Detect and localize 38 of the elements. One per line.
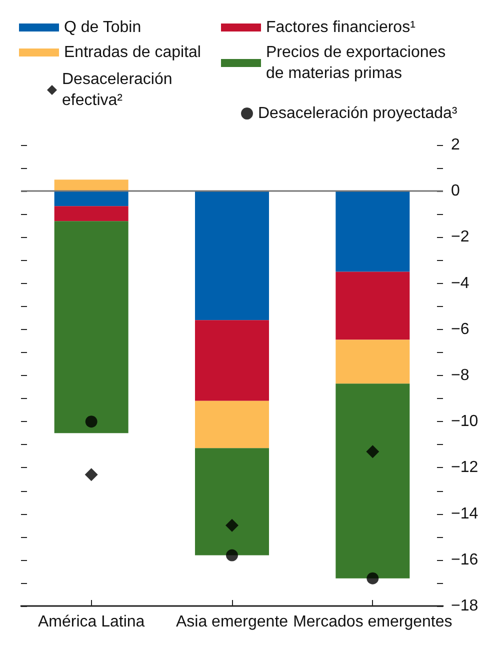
legend-label: Entradas de capital <box>64 44 201 61</box>
y-tick-label: −4 <box>451 274 470 292</box>
y-tick-label: 0 <box>451 182 460 200</box>
bar <box>336 340 410 384</box>
bar <box>54 191 128 206</box>
point <box>85 416 98 428</box>
x-tick-label: Asia emergente <box>176 614 288 630</box>
legend-label: Q de Tobin <box>64 19 142 36</box>
y-tick-label: −2 <box>451 228 470 246</box>
point <box>226 549 238 562</box>
bar <box>54 221 128 434</box>
y-tick-label: −18 <box>451 598 478 614</box>
point <box>226 518 238 532</box>
point <box>366 445 380 458</box>
bar <box>54 206 128 222</box>
y-tick-label: −14 <box>451 505 478 522</box>
bar <box>336 191 410 272</box>
y-tick-label: −6 <box>451 320 470 338</box>
legend-label: Factores financieros¹ <box>266 19 416 36</box>
bar <box>54 180 128 192</box>
bar <box>336 384 410 578</box>
x-tick-label: América Latina <box>38 614 145 630</box>
y-tick-label: −10 <box>451 413 478 430</box>
legend-label: Desaceleración efectiva² <box>62 71 177 109</box>
x-tick-label: Mercados emergentes <box>293 614 452 630</box>
y-tick-label: −12 <box>451 459 478 476</box>
bar <box>336 272 410 340</box>
legend-label: Precios de exportaciones de materias primas <box>266 44 450 82</box>
point <box>84 468 98 482</box>
y-tick-label: −8 <box>451 367 470 384</box>
bar <box>195 191 269 320</box>
y-tick-label: −16 <box>451 551 478 568</box>
bar <box>195 448 269 556</box>
bar <box>195 320 269 401</box>
bar <box>195 400 269 448</box>
legend-label: Desaceleración proyectada³ <box>258 105 458 122</box>
y-tick-label: 2 <box>451 136 460 154</box>
point <box>366 572 379 584</box>
